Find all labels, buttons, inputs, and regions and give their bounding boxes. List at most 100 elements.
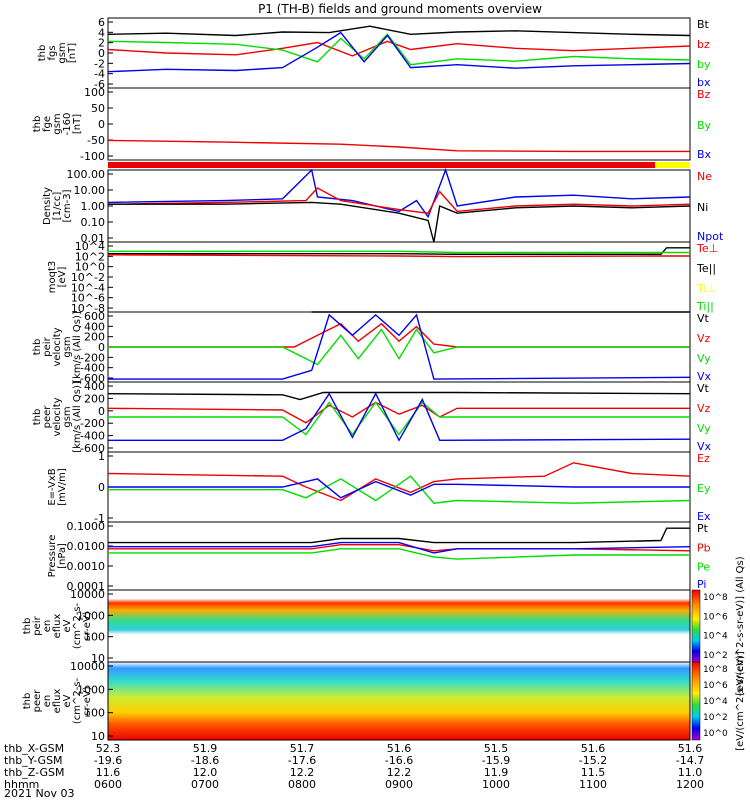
series-line-by: [107, 33, 691, 66]
y-tick-label: 0.0010: [67, 560, 106, 573]
y-tick-label: 10^-4: [71, 281, 105, 294]
x-axis-row-label: hhmm: [4, 778, 39, 791]
y-axis-label: thbpeervelocitygsm[km/s (All Qs)]: [32, 381, 83, 453]
y-tick-label: 1.00: [81, 200, 106, 213]
colorbar-tick-label: 10^8: [703, 665, 728, 675]
series-line-Ex: [108, 478, 690, 499]
x-axis-value: 0900: [385, 778, 413, 791]
colorbar-tick-label: 10^8: [703, 593, 728, 603]
colorbar-label: [eV/(cm^2-s-sr-eV)] (All Qs): [735, 556, 746, 695]
y-axis-label: E=-VxB[mV/m]: [47, 468, 68, 506]
x-axis-value: 0600: [94, 778, 122, 791]
series-line-bx: [107, 31, 691, 73]
panel-7: 1 0 -1 E=-VxB[mV/m] Ez Ey Ex: [47, 450, 711, 525]
legend-entry: Vx: [697, 370, 712, 383]
y-tick-label: -4: [94, 68, 105, 81]
x-axis-value: 51.9: [193, 742, 218, 755]
x-axis-value: 51.6: [387, 742, 412, 755]
series-line-Ne: [107, 187, 691, 214]
colorbar-tick-label: 10^6: [703, 681, 728, 691]
panel-frame: [107, 87, 691, 161]
y-tick-label: 0.01: [81, 232, 106, 245]
panel-frame: [107, 169, 691, 243]
series-line-Ti||: [108, 250, 690, 254]
y-tick-label: 0: [98, 405, 105, 418]
panels: 6420-2-4-6thbfgsgsm[nT]Btbzbybx100500-50…: [22, 16, 746, 751]
x-axis-value: 0700: [191, 778, 219, 791]
figure-title: P1 (TH-B) fields and ground moments over…: [258, 2, 542, 16]
panel-frame: [107, 521, 691, 591]
y-tick-label: -100: [80, 150, 105, 163]
colorbar-tick-label: 10^6: [703, 612, 728, 622]
legend-entry: Npot: [697, 230, 724, 243]
date-label: 2021 Nov 03: [4, 787, 74, 800]
legend-entry: Pe: [697, 561, 710, 574]
legend-entry: Te⊥: [696, 242, 718, 255]
y-tick-label: 1000: [77, 683, 105, 696]
y-axis-label: thbfgsgsm[nT]: [37, 42, 78, 63]
y-tick-label: 600: [84, 310, 105, 323]
y-axis-label: Density[1/cc][cm-3]: [42, 187, 73, 225]
series-line-Te||: [108, 247, 690, 256]
x-axis-table: thb_X-GSM 52.3 51.9 51.7 51.6 51.5 51.6 51.6 thb…: [4, 742, 704, 791]
x-axis-value: 51.6: [581, 742, 606, 755]
x-axis-row-label: thb_Z-GSM: [4, 766, 64, 779]
panel-2: 100 50 0 -50 -100 thbfgegsm-160[nT] Bz By Bx: [32, 86, 712, 163]
y-axis-label: thbfgegsm-160[nT]: [32, 113, 83, 136]
y-tick-label: 10: [91, 652, 105, 665]
panel-6: 4002000-200-400-600thbpeervelocitygsm[km…: [32, 380, 712, 455]
x-axis-value: 51.6: [678, 742, 703, 755]
x-axis-value: -18.6: [191, 754, 219, 767]
series-line-Ez: [107, 462, 691, 502]
series-line-Te⊥: [107, 254, 690, 258]
series-line-Vx: [108, 313, 691, 380]
y-tick-label: 0: [98, 341, 105, 354]
series-line-Vz: [108, 322, 690, 348]
y-tick-label: 10000: [70, 588, 105, 601]
y-tick-label: 100: [84, 631, 105, 644]
y-tick-label: 100: [84, 86, 105, 99]
y-tick-label: 1: [98, 450, 105, 463]
y-tick-label: 10^2: [75, 250, 105, 263]
legend-entry: Vz: [697, 332, 711, 345]
legend-entry: By: [697, 119, 712, 132]
panel-8: 0.1000 0.0100 0.0010 0.0001 Pressure[nPa] Pt P…: [47, 520, 711, 593]
series-line-Vy: [108, 328, 690, 366]
series-line-Pt: [108, 527, 690, 544]
legend-entry: Ez: [697, 452, 710, 465]
x-axis-value: -16.6: [385, 754, 413, 767]
x-axis-value: 11.6: [96, 766, 121, 779]
colorbar-tick-label: 10^4: [703, 697, 728, 707]
y-tick-label: -6: [94, 78, 105, 91]
series-line-Bt: [107, 25, 691, 37]
x-axis-value: 12.0: [193, 766, 218, 779]
panel-frame: [107, 17, 691, 89]
y-axis-label: moqt3[eV]: [47, 261, 68, 294]
legend-entry: Ni: [697, 201, 708, 214]
legend-entry: Vt: [697, 312, 710, 325]
series-line-Vy: [108, 401, 690, 436]
y-tick-label: -400: [80, 430, 105, 443]
y-tick-label: 0: [98, 118, 105, 131]
series-line-Vx: [108, 392, 691, 442]
panel-frame: [107, 661, 691, 741]
series-line-Ni: [108, 201, 691, 243]
y-tick-label: 10^-2: [71, 271, 105, 284]
y-tick-label: 2: [98, 37, 105, 50]
legend-entry: Vy: [697, 422, 711, 435]
x-axis-value: 1200: [676, 778, 704, 791]
y-tick-label: -50: [87, 134, 105, 147]
colorbar: [691, 661, 701, 741]
legend-entry: Vy: [697, 352, 711, 365]
colorbar-label: [eV/(cm^2-s-sr-eV)]: [735, 651, 746, 751]
x-axis-value: -19.6: [94, 754, 122, 767]
y-tick-label: 10^-6: [71, 292, 105, 305]
y-axis-label: thbpeerenefluxeV(cm^2-s-sr-eV): [22, 677, 93, 724]
x-axis-value: 12.2: [387, 766, 412, 779]
legend-entry: Pt: [697, 522, 709, 535]
y-axis-label: thbpeirenefluxeV(cm^2-s-sr-eV): [22, 602, 93, 649]
legend-entry: Pi: [697, 578, 706, 591]
x-axis-value: 11.9: [484, 766, 509, 779]
